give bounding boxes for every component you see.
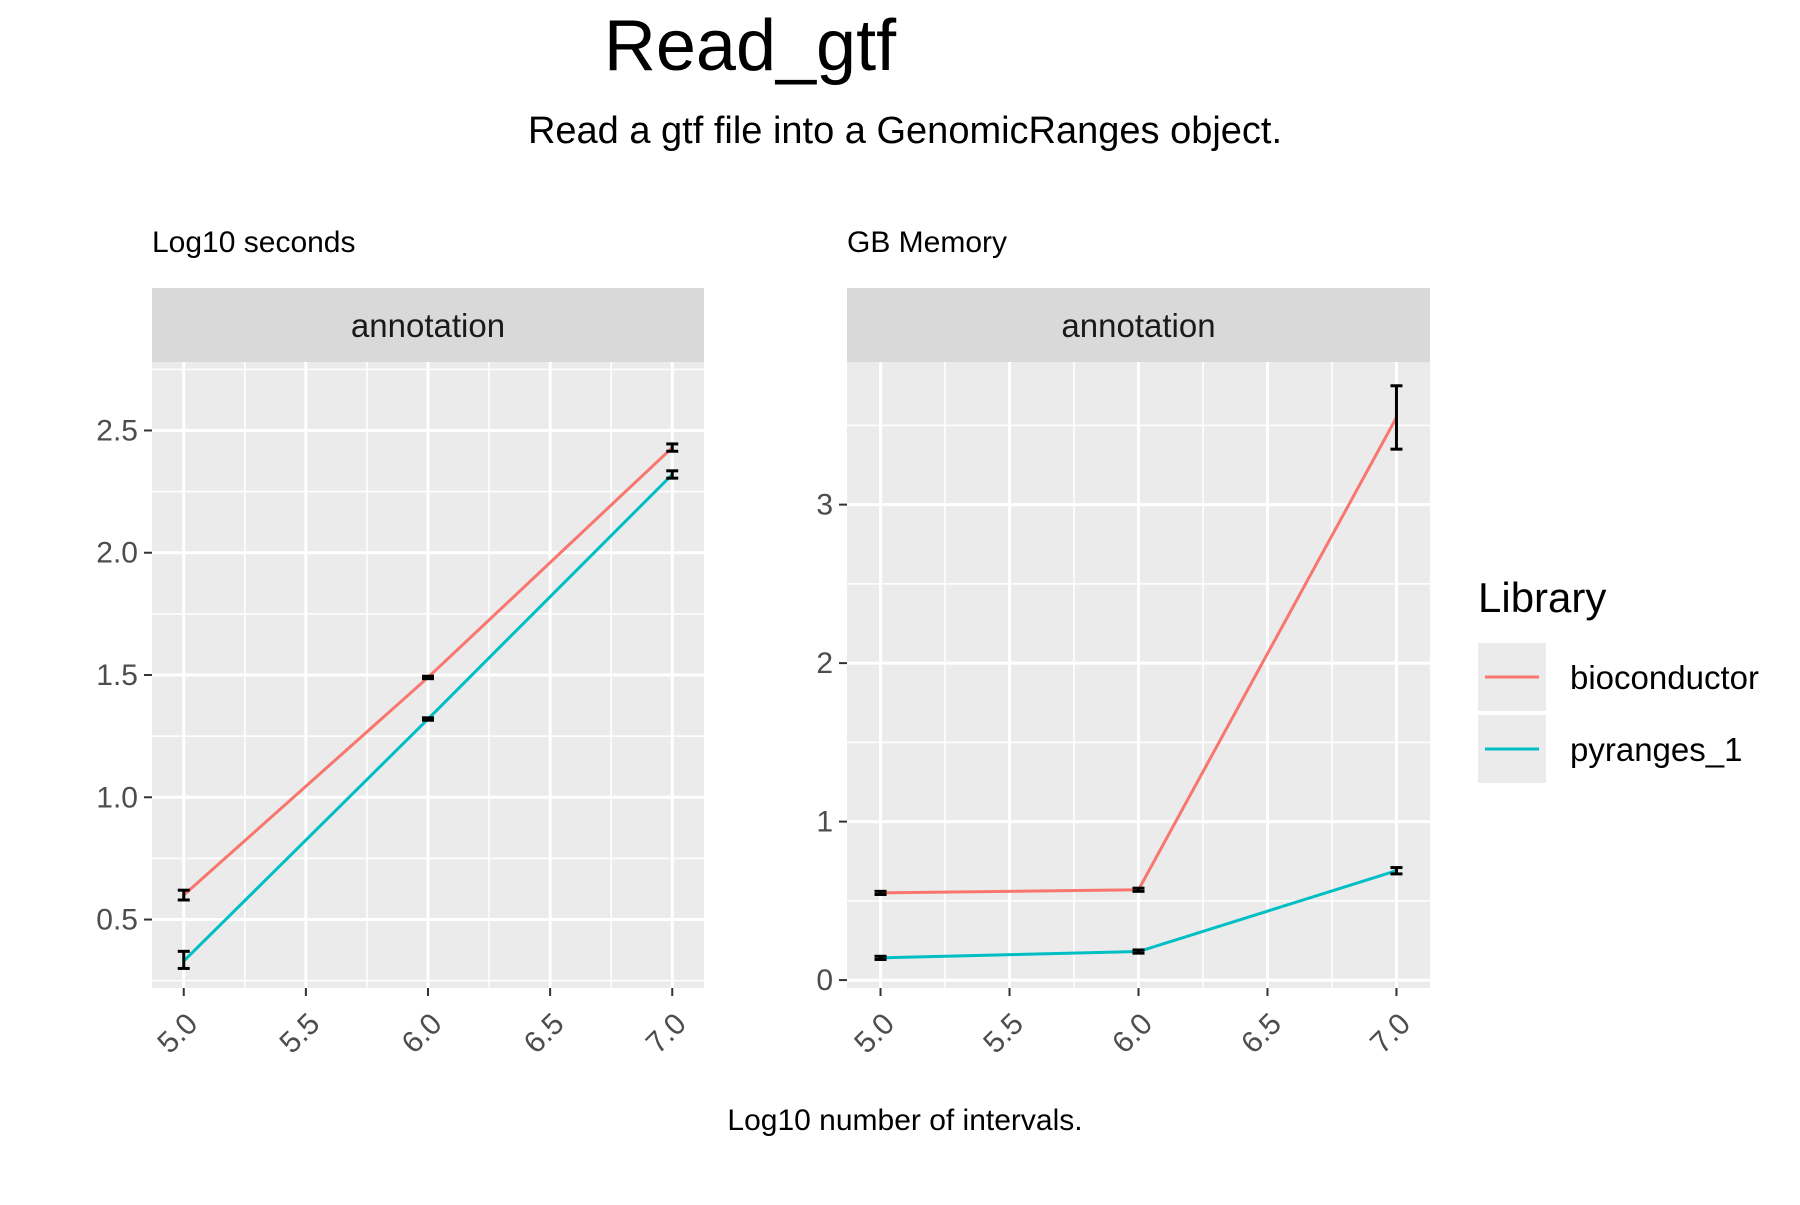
legend-label: pyranges_1: [1570, 731, 1742, 768]
y-tick-label: 1.0: [96, 781, 138, 814]
error-bar: [1132, 948, 1145, 955]
y-tick-label: 2.0: [96, 537, 138, 570]
series-bioconductor: [177, 442, 679, 902]
error-bar: [1390, 866, 1403, 876]
series-bioconductor: [874, 384, 1403, 896]
y-tick-label: 2: [816, 647, 833, 680]
legend-item-pyranges_1: pyranges_1: [1478, 715, 1742, 783]
legend: Library bioconductor pyranges_1: [1478, 574, 1759, 783]
legend-label: bioconductor: [1570, 659, 1759, 696]
error-bar: [1390, 384, 1403, 451]
gridlines: [847, 362, 1430, 988]
panel-1: Log10 secondsannotation0.51.01.52.02.55.…: [96, 226, 704, 1060]
y-tick-label: 1.5: [96, 659, 138, 692]
y-tick-label: 0: [816, 964, 833, 997]
error-bar: [177, 949, 190, 970]
error-bar: [874, 954, 887, 961]
facet-strip-label: annotation: [351, 307, 505, 344]
error-bar: [422, 674, 434, 681]
facet-strip-label: annotation: [1061, 307, 1215, 344]
chart-subtitle: Read a gtf file into a GenomicRanges obj…: [528, 110, 1282, 152]
error-bar: [422, 716, 434, 722]
error-bar: [666, 469, 679, 480]
panel-label: GB Memory: [847, 226, 1007, 259]
panel-label: Log10 seconds: [152, 226, 356, 259]
facet-strip: [847, 288, 1430, 362]
y-tick-label: 3: [816, 489, 833, 522]
error-bar: [666, 442, 679, 453]
error-bar: [1132, 886, 1145, 893]
y-tick-label: 2.5: [96, 414, 138, 447]
error-bar: [874, 889, 887, 896]
series-pyranges_1: [874, 866, 1403, 961]
gridlines: [152, 362, 704, 988]
x-axis-label: Log10 number of intervals.: [727, 1104, 1082, 1137]
y-tick-label: 1: [816, 806, 833, 839]
legend-title: Library: [1478, 574, 1606, 621]
legend-item-bioconductor: bioconductor: [1478, 643, 1759, 711]
facet-strip: [152, 288, 704, 362]
chart-title: Read_gtf: [604, 6, 897, 86]
series-pyranges_1: [177, 469, 679, 970]
y-tick-label: 0.5: [96, 904, 138, 937]
error-bar: [177, 888, 190, 902]
